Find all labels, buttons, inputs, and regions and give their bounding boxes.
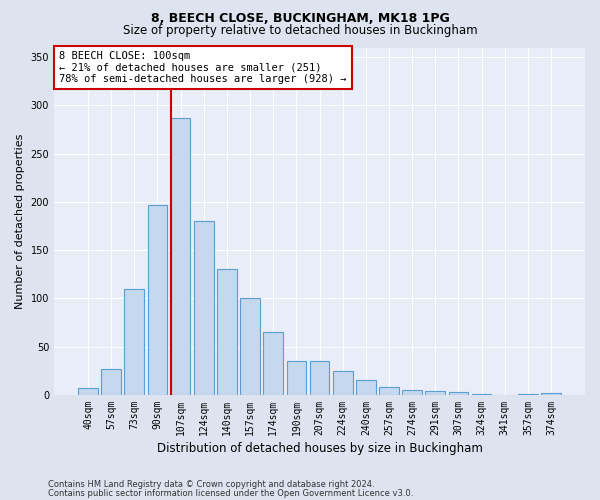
Bar [449,392,468,395]
Y-axis label: Number of detached properties: Number of detached properties [15,134,25,309]
Text: Size of property relative to detached houses in Buckingham: Size of property relative to detached ho… [122,24,478,37]
Bar [194,221,214,395]
Bar [263,332,283,395]
Bar [356,380,376,395]
Text: 8, BEECH CLOSE, BUCKINGHAM, MK18 1PG: 8, BEECH CLOSE, BUCKINGHAM, MK18 1PG [151,12,449,26]
Bar [78,388,98,395]
Text: Contains public sector information licensed under the Open Government Licence v3: Contains public sector information licen… [48,488,413,498]
X-axis label: Distribution of detached houses by size in Buckingham: Distribution of detached houses by size … [157,442,482,455]
Bar [333,371,353,395]
Bar [541,393,561,395]
Bar [472,394,491,395]
Bar [287,361,306,395]
Bar [518,394,538,395]
Bar [240,298,260,395]
Bar [425,391,445,395]
Bar [171,118,190,395]
Bar [148,205,167,395]
Bar [402,390,422,395]
Bar [310,361,329,395]
Bar [124,289,144,395]
Bar [217,270,237,395]
Bar [101,369,121,395]
Bar [379,387,399,395]
Text: Contains HM Land Registry data © Crown copyright and database right 2024.: Contains HM Land Registry data © Crown c… [48,480,374,489]
Text: 8 BEECH CLOSE: 100sqm
← 21% of detached houses are smaller (251)
78% of semi-det: 8 BEECH CLOSE: 100sqm ← 21% of detached … [59,51,347,84]
